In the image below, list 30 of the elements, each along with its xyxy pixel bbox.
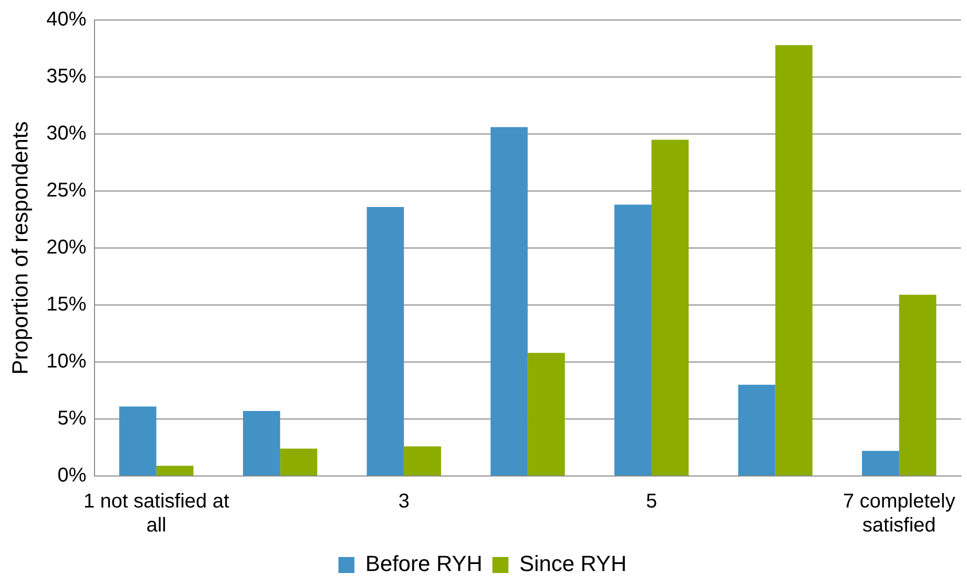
bar (528, 352, 565, 476)
y-tick-label: 30% (46, 122, 87, 145)
x-tick-label: 1 not satisfied at all (84, 490, 230, 537)
bar (614, 204, 652, 476)
bar (242, 411, 280, 476)
y-tick-label: 25% (46, 180, 87, 202)
bar (404, 446, 442, 476)
legend-label: Before RYH (365, 551, 482, 576)
bar (738, 384, 776, 476)
bar (119, 406, 156, 476)
bar (366, 206, 404, 476)
x-tick-label: 5 (646, 490, 658, 513)
bar (652, 140, 689, 476)
y-tick-label: 40% (46, 8, 87, 31)
y-tick-label: 15% (46, 294, 87, 316)
x-tick-label: 3 (398, 490, 410, 513)
y-tick-label: 35% (46, 66, 87, 88)
y-tick-label: 10% (46, 350, 87, 373)
bar (775, 45, 812, 476)
bar (899, 294, 936, 476)
bar (862, 450, 900, 476)
bar (280, 448, 318, 476)
y-axis-title: Proportion of respondents (7, 121, 32, 375)
bar (156, 466, 194, 476)
y-tick-label: 20% (46, 236, 87, 259)
bar (490, 127, 528, 476)
y-tick-label: 5% (58, 408, 87, 430)
y-tick-label: 0% (58, 464, 87, 487)
legend-label: Since RYH (519, 551, 627, 576)
x-tick-label: 7 completely satisfied (842, 490, 956, 537)
